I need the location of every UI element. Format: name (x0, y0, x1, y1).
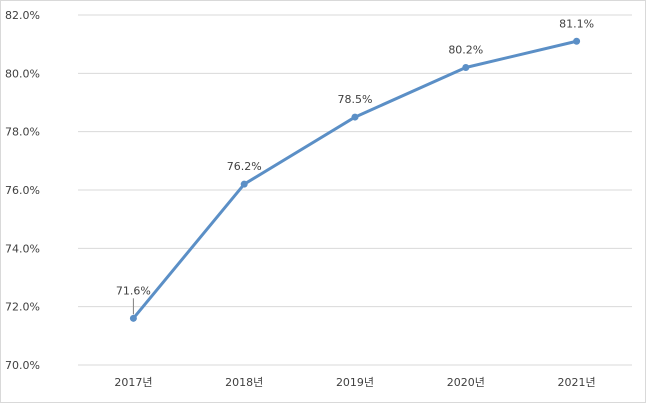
x-tick-label: 2017년 (114, 376, 152, 389)
data-labels: 71.6% 76.2% 78.5% 80.2% 81.1% (116, 17, 594, 315)
y-tick-label: 80.0% (5, 67, 40, 80)
data-point (129, 314, 137, 322)
y-tick-label: 78.0% (5, 126, 40, 139)
y-tick-label: 82.0% (5, 9, 40, 22)
data-point (351, 113, 359, 121)
x-tick-label: 2019년 (336, 376, 374, 389)
y-tick-label: 72.0% (5, 301, 40, 314)
data-label: 81.1% (559, 17, 594, 30)
y-tick-label: 74.0% (5, 242, 40, 255)
data-label: 76.2% (227, 160, 262, 173)
gridlines (78, 14, 632, 366)
series-line (131, 39, 579, 320)
data-label: 78.5% (338, 93, 373, 106)
y-tick-label: 70.0% (5, 359, 40, 372)
x-tick-label: 2018년 (225, 376, 263, 389)
data-label: 71.6% (116, 284, 151, 297)
data-point (240, 180, 248, 188)
y-tick-label: 76.0% (5, 184, 40, 197)
data-label: 80.2% (448, 44, 483, 57)
y-axis-ticks: 70.0% 72.0% 74.0% 76.0% 78.0% 80.0% 82.0% (5, 9, 40, 372)
x-tick-label: 2020년 (447, 376, 485, 389)
data-point (462, 64, 470, 71)
data-points (129, 37, 581, 322)
x-axis-ticks: 2017년 2018년 2019년 2020년 2021년 (114, 376, 595, 389)
data-point (573, 37, 581, 45)
x-tick-label: 2021년 (558, 376, 596, 389)
